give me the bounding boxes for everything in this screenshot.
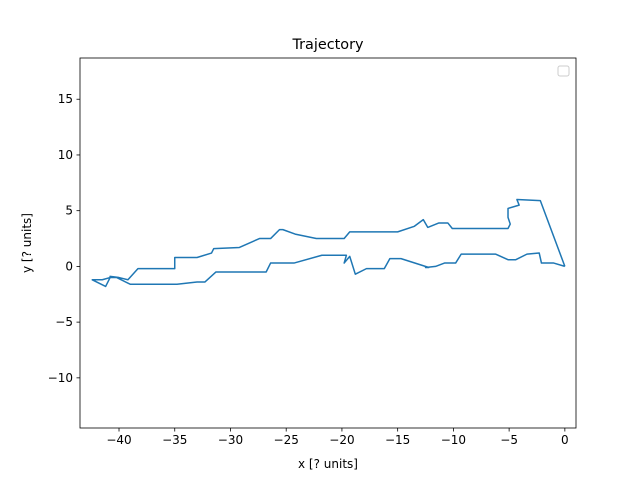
plot-frame bbox=[79, 57, 577, 429]
x-axis-label: x [? units] bbox=[298, 457, 358, 471]
x-ticks: −40 −35 −30 −25 −20 −15 −10 −5 0 bbox=[106, 428, 569, 447]
x-tick-label: −10 bbox=[441, 433, 466, 447]
chart-title: Trajectory bbox=[291, 37, 364, 53]
x-tick-label: −20 bbox=[329, 433, 354, 447]
y-ticks: −10 −5 0 5 10 15 bbox=[48, 92, 80, 385]
x-tick-label: 0 bbox=[561, 433, 569, 447]
y-tick-label: 10 bbox=[58, 148, 73, 162]
x-tick-label: −25 bbox=[274, 433, 299, 447]
x-tick-label: −35 bbox=[162, 433, 187, 447]
legend-box bbox=[557, 65, 570, 77]
y-tick-label: −5 bbox=[55, 315, 73, 329]
x-tick-label: −15 bbox=[385, 433, 410, 447]
y-tick-label: 15 bbox=[58, 92, 73, 106]
x-tick-label: −30 bbox=[218, 433, 243, 447]
y-tick-label: 5 bbox=[65, 204, 73, 218]
plot-area bbox=[80, 58, 576, 428]
y-tick-label: −10 bbox=[48, 371, 73, 385]
x-tick-label: −5 bbox=[500, 433, 518, 447]
y-tick-label: 0 bbox=[65, 259, 73, 273]
y-axis-label: y [? units] bbox=[20, 213, 34, 273]
x-tick-label: −40 bbox=[106, 433, 131, 447]
series-line-0 bbox=[91, 198, 566, 288]
series-layer bbox=[91, 198, 566, 288]
